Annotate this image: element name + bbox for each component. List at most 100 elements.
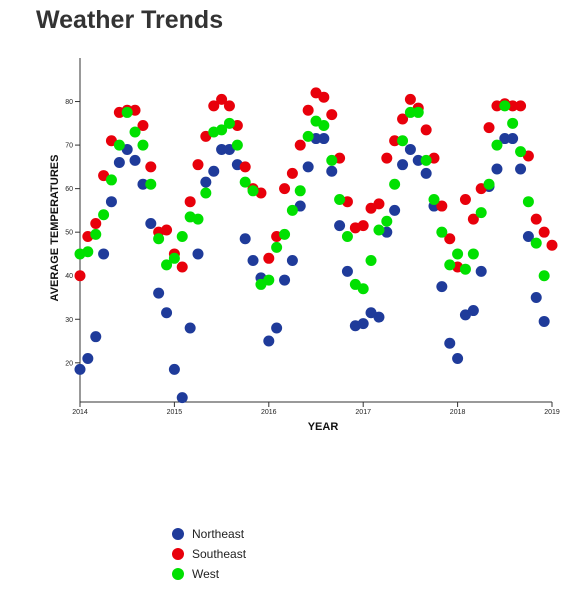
x-axis-title: YEAR [308,421,339,433]
page-title: Weather Trends [36,6,224,34]
data-point [334,220,346,232]
y-tick-label: 80 [65,99,73,106]
data-point [404,93,416,105]
data-point [137,178,149,190]
data-point [168,252,180,264]
data-point [483,178,495,190]
data-point [507,117,519,129]
data-point [381,215,393,227]
data-point [515,146,527,158]
data-point [475,207,487,219]
data-point [263,274,275,286]
data-point [200,176,212,188]
data-point [90,217,102,229]
data-point [231,139,243,151]
data-point [294,139,306,151]
data-point [263,252,275,264]
data-point [271,241,283,253]
legend-item-west: West [172,564,246,584]
legend-swatch [172,528,184,540]
series-west [74,100,550,295]
data-point [98,248,110,260]
data-point [90,228,102,240]
data-point [530,291,542,303]
data-point [279,228,291,240]
data-point [239,176,251,188]
x-tick-label: 2016 [261,409,277,416]
x-tick-label: 2015 [167,409,183,416]
data-point [412,154,424,166]
data-point [113,139,125,151]
data-point [82,246,94,258]
data-point [357,283,369,295]
data-point [412,106,424,118]
y-tick-label: 60 [65,186,73,193]
data-point [365,254,377,266]
data-point [522,231,534,243]
data-point [389,204,401,216]
data-point [279,183,291,195]
data-point [404,106,416,118]
legend-item-southeast: Southeast [172,544,246,564]
data-point [302,130,314,142]
data-point [200,187,212,199]
data-point [341,231,353,243]
data-point [192,213,204,225]
data-point [499,133,511,145]
data-point [436,226,448,238]
data-point [286,204,298,216]
data-point [153,233,165,245]
data-point [389,135,401,147]
data-point [137,119,149,131]
chart-points [74,87,558,404]
data-point [538,315,550,327]
data-point [397,159,409,171]
data-point [420,167,432,179]
data-point [137,139,149,151]
data-point [161,224,173,236]
data-point [538,270,550,282]
data-point [357,220,369,232]
data-point [184,196,196,208]
data-point [239,161,251,173]
data-point [538,226,550,238]
data-point [326,154,338,166]
data-point [452,352,464,364]
data-point [318,119,330,131]
data-point [216,143,228,155]
data-point [192,248,204,260]
data-point [397,113,409,125]
data-point [436,200,448,212]
data-point [263,335,275,347]
data-point [302,104,314,116]
data-point [475,265,487,277]
data-point [113,157,125,169]
data-point [444,259,456,271]
data-point [216,93,228,105]
y-tick-label: 50 [65,230,73,237]
data-point [373,224,385,236]
data-point [294,185,306,197]
y-axis-title: AVERAGE TEMPERATURES [49,155,61,302]
data-point [145,178,157,190]
data-point [420,124,432,136]
x-tick-label: 2014 [72,409,88,416]
data-point [161,307,173,319]
data-point [145,161,157,173]
legend-swatch [172,548,184,560]
data-point [176,261,188,273]
data-point [326,109,338,121]
data-point [74,270,86,282]
data-point [467,305,479,317]
data-point [420,154,432,166]
data-point [223,117,235,129]
data-point [90,331,102,343]
data-point [522,196,534,208]
data-point [302,161,314,173]
data-point [491,139,503,151]
data-point [530,237,542,249]
data-point [145,217,157,229]
data-point [530,213,542,225]
data-point [546,239,558,251]
data-point [467,248,479,260]
